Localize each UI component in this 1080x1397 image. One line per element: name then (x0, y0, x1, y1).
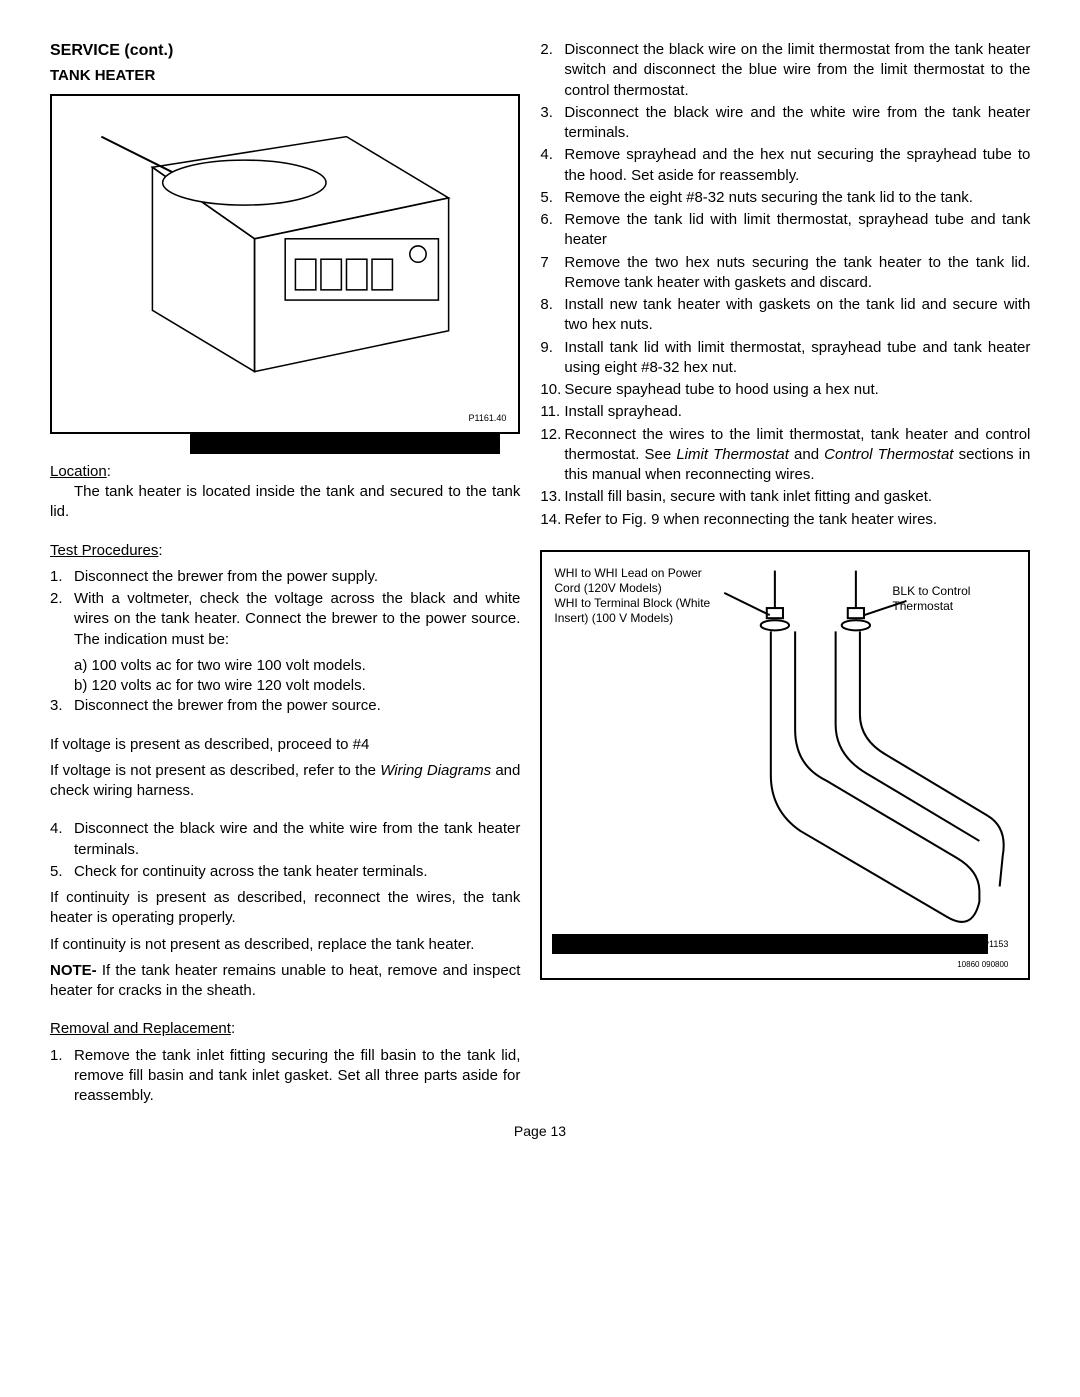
test-procedures-list-12: 1.Disconnect the brewer from the power s… (50, 567, 520, 650)
tank-heater-svg (62, 106, 508, 392)
voltage-present: If voltage is present as described, proc… (50, 735, 520, 755)
figure-box-tank-heater: P1161.40 (50, 94, 520, 434)
right-column: 2.Disconnect the black wire on the limit… (540, 40, 1030, 1112)
wiring-ref-2: 10860 090800 (957, 960, 1008, 970)
tp-item-5: 5.Check for continuity across the tank h… (50, 862, 520, 882)
figure-caption-suffix: R (414, 434, 425, 454)
note: NOTE- If the tank heater remains unable … (50, 961, 520, 1002)
voltage-not-present: If voltage is not present as described, … (50, 761, 520, 802)
rr-item-9: 9.Install tank lid with limit thermostat… (540, 338, 1030, 379)
rr-item-6: 6.Remove the tank lid with limit thermos… (540, 210, 1030, 251)
tp-item-3: 3.Disconnect the brewer from the power s… (50, 696, 520, 716)
removal-list-left: 1.Remove the tank inlet fitting securing… (50, 1046, 520, 1107)
tp-item-4: 4.Disconnect the black wire and the whit… (50, 819, 520, 860)
location-text: The tank heater is located inside the ta… (50, 482, 520, 523)
rr-item-2: 2.Disconnect the black wire on the limit… (540, 40, 1030, 101)
figure-ref: P1161.40 (469, 412, 507, 424)
test-procedures-list-45: 4.Disconnect the black wire and the whit… (50, 819, 520, 882)
rr-item-12: 12.Reconnect the wires to the limit ther… (540, 425, 1030, 486)
rr-item-7: 7Remove the two hex nuts securing the ta… (540, 253, 1030, 294)
figure-caption-mask (190, 434, 500, 454)
wiring-diagram-box: WHI to WHI Lead on Power Cord (120V Mode… (540, 550, 1030, 980)
component-title: TANK HEATER (50, 66, 520, 86)
rr-item-1: 1.Remove the tank inlet fitting securing… (50, 1046, 520, 1107)
rr-item-3: 3.Disconnect the black wire and the whit… (540, 103, 1030, 144)
removal-label: Removal and Replacement (50, 1020, 231, 1037)
wiring-svg (542, 552, 1028, 978)
figure-illustration (62, 106, 508, 392)
removal-label-line: Removal and Replacement: (50, 1019, 520, 1039)
page-footer: Page 13 (50, 1122, 1030, 1141)
wiring-caption-mask (552, 934, 988, 954)
left-column: SERVICE (cont.) TANK HEATER (50, 40, 520, 1112)
rr-item-8: 8.Install new tank heater with gaskets o… (540, 295, 1030, 336)
tp-sub-a: a) 100 volts ac for two wire 100 volt mo… (50, 656, 520, 676)
rr-item-5: 5.Remove the eight #8-32 nuts securing t… (540, 188, 1030, 208)
removal-list-right: 2.Disconnect the black wire on the limit… (540, 40, 1030, 530)
wiring-ref-1: P1153 (983, 939, 1008, 950)
continuity-not-present: If continuity is not present as describe… (50, 935, 520, 955)
rr-item-13: 13.Install fill basin, secure with tank … (540, 487, 1030, 507)
rr-item-11: 11.Install sprayhead. (540, 402, 1030, 422)
continuity-present: If continuity is present as described, r… (50, 888, 520, 929)
location-block: Location: The tank heater is located ins… (50, 462, 520, 523)
test-procedures-list-3: 3.Disconnect the brewer from the power s… (50, 696, 520, 716)
rr-item-10: 10.Secure spayhead tube to hood using a … (540, 380, 1030, 400)
tp-item-1: 1.Disconnect the brewer from the power s… (50, 567, 520, 587)
tp-item-2: 2.With a voltmeter, check the voltage ac… (50, 589, 520, 650)
page-columns: SERVICE (cont.) TANK HEATER (50, 40, 1030, 1112)
section-title: SERVICE (cont.) (50, 40, 520, 62)
rr-item-4: 4.Remove sprayhead and the hex nut secur… (540, 145, 1030, 186)
test-procedures-label: Test Procedures (50, 542, 158, 559)
rr-item-14: 14.Refer to Fig. 9 when reconnecting the… (540, 510, 1030, 530)
test-procedures-label-line: Test Procedures: (50, 541, 520, 561)
location-label: Location (50, 463, 107, 480)
tp-sub-b: b) 120 volts ac for two wire 120 volt mo… (50, 676, 520, 696)
